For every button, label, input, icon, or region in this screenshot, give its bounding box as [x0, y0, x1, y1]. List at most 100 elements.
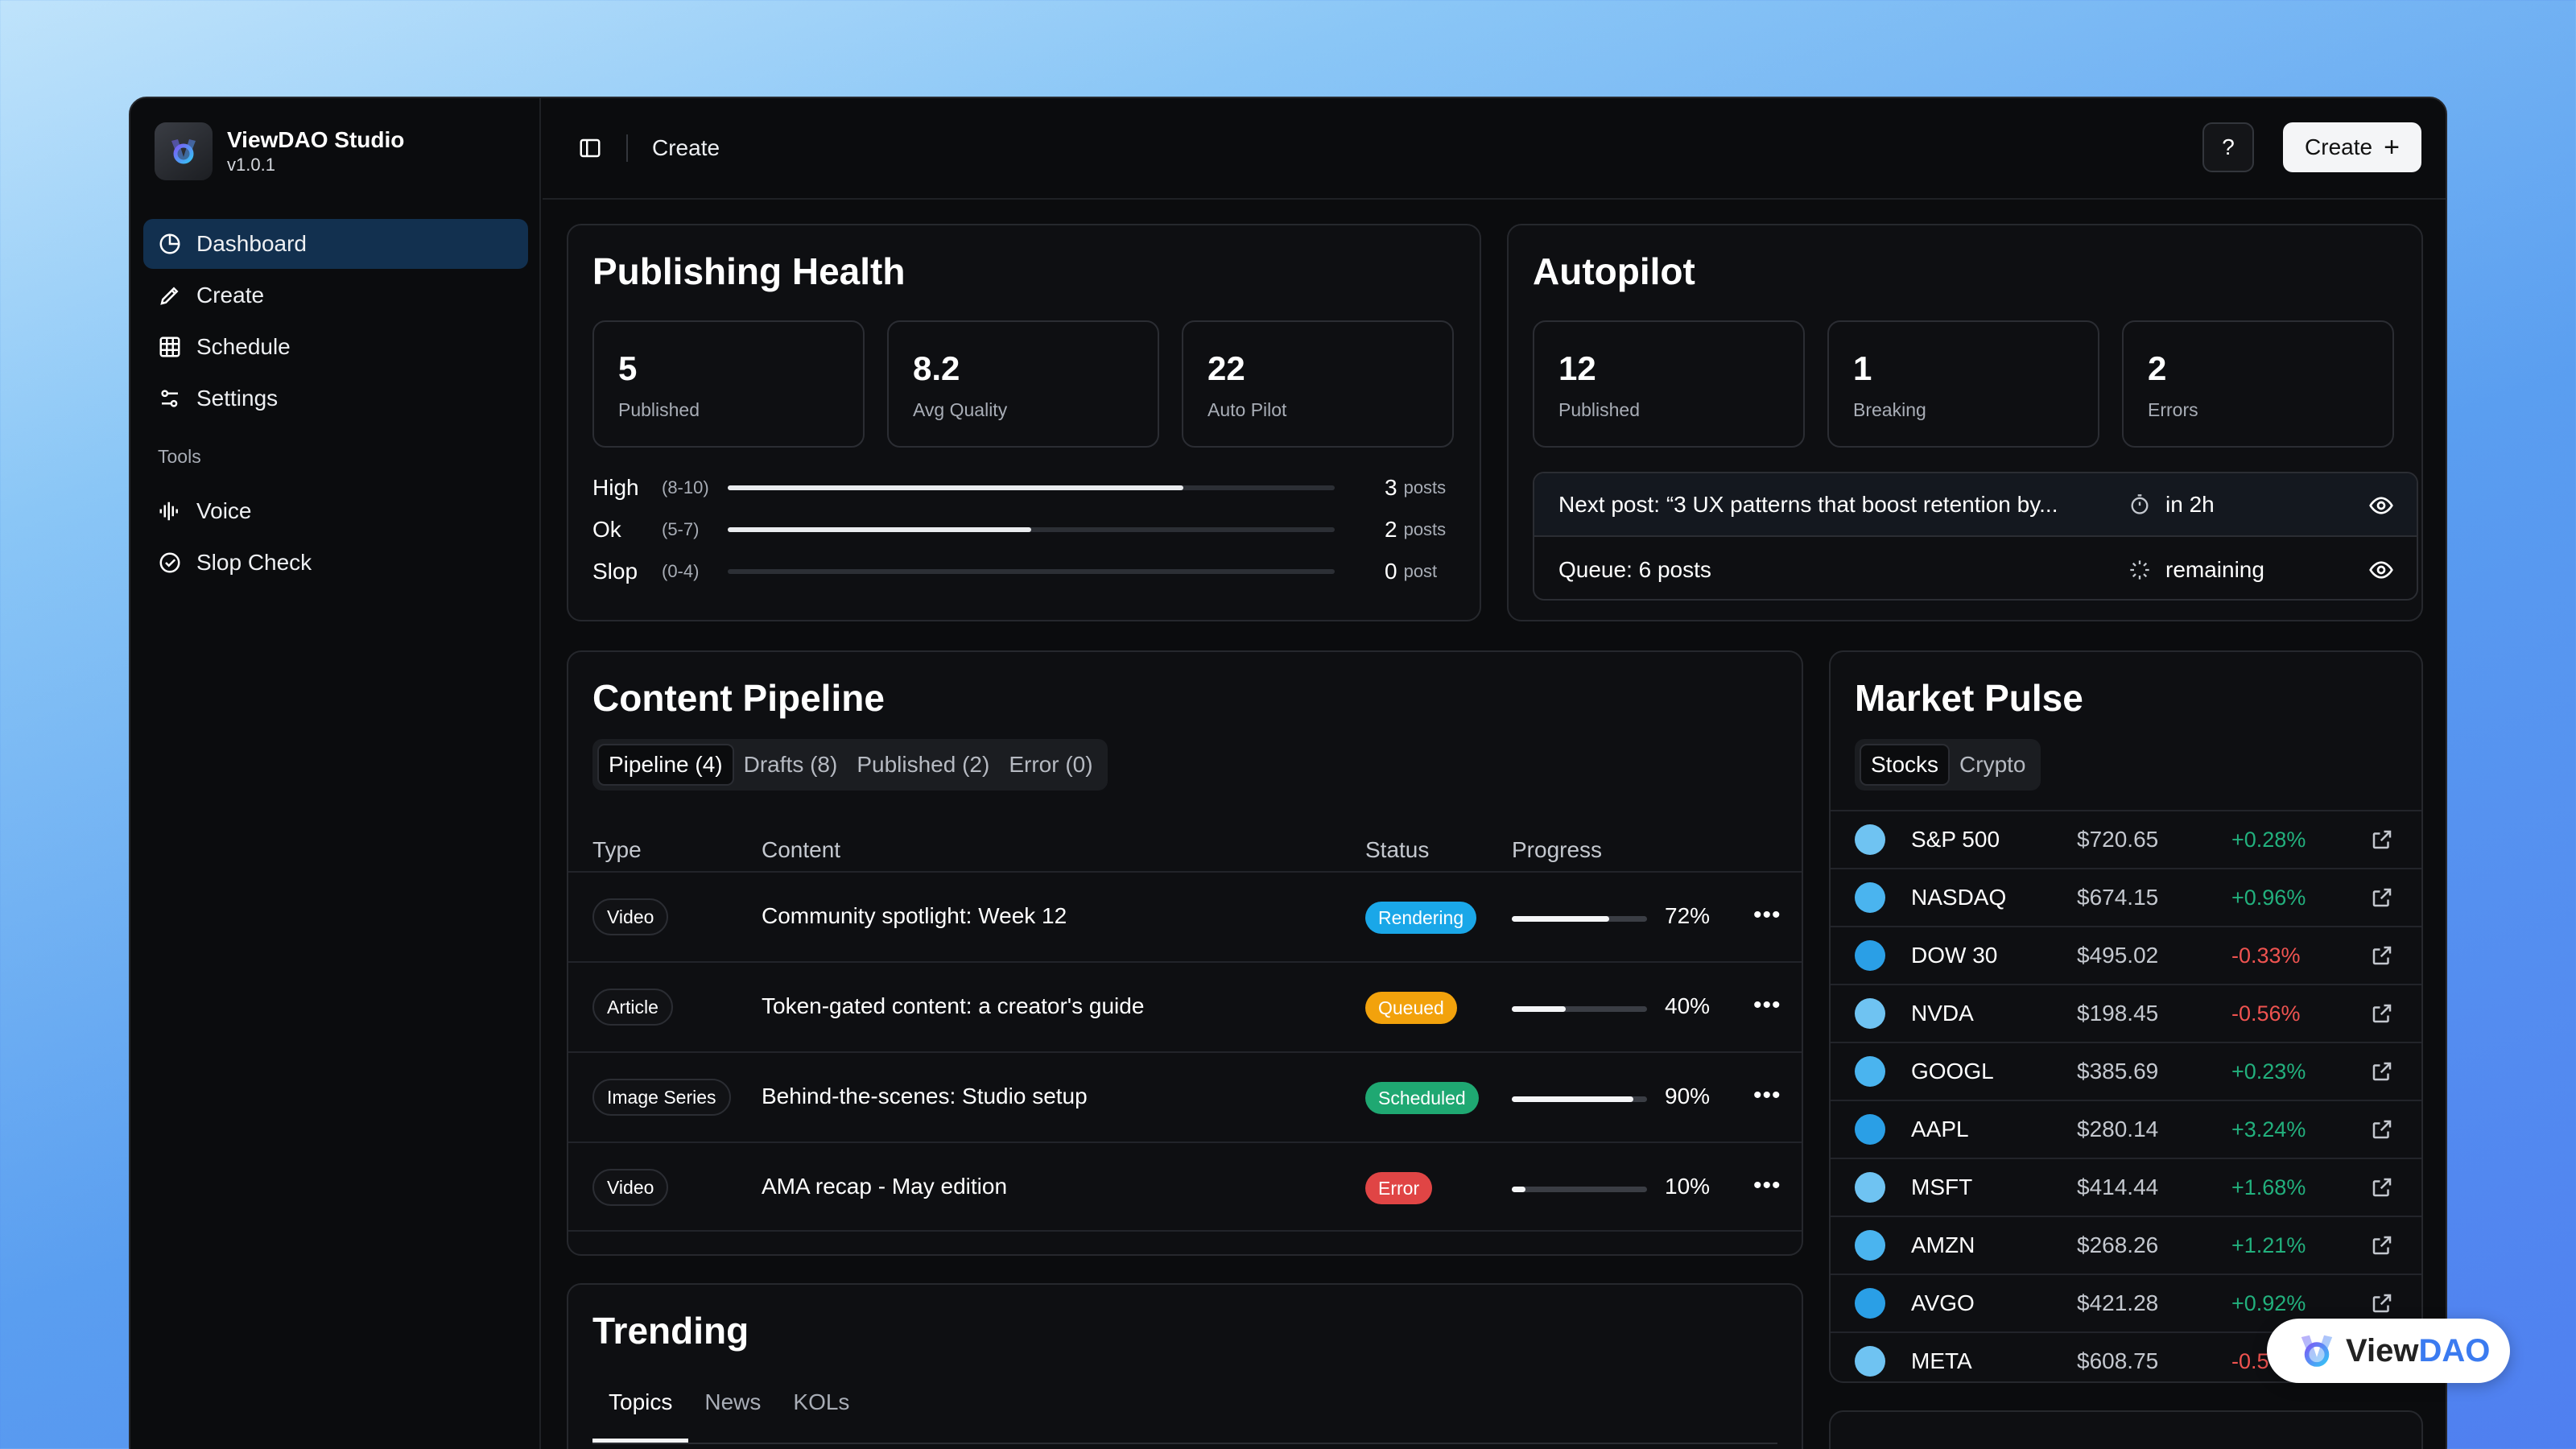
eye-icon[interactable]	[2368, 557, 2394, 583]
ticker-symbol: MSFT	[1911, 1174, 1973, 1199]
quality-row-slop: Slop (0-4) 0 post	[592, 554, 1455, 589]
divider	[592, 1443, 1777, 1444]
table-row[interactable]: Video Community spotlight: Week 12 Rende…	[568, 871, 1802, 961]
quality-count: 0	[1385, 559, 1397, 584]
stat-label: Avg Quality	[913, 399, 1008, 420]
ticker-symbol: NASDAQ	[1911, 885, 2007, 910]
tab-error[interactable]: Error (0)	[1009, 752, 1093, 777]
market-row[interactable]: DOW 30 $495.02 -0.33%	[1831, 926, 2421, 984]
progress-percent: 90%	[1665, 1084, 1711, 1108]
queue-status-text: remaining	[2165, 556, 2264, 582]
sidebar-item-create[interactable]: Create	[143, 270, 528, 320]
quality-count: 3	[1385, 475, 1397, 500]
more-options-icon[interactable]: •••	[1753, 1082, 1781, 1108]
more-options-icon[interactable]: •••	[1753, 902, 1781, 928]
sidebar-item-slop-check[interactable]: Slop Check	[143, 538, 528, 588]
audio-wave-icon	[159, 502, 178, 521]
column-header-progress[interactable]: Progress	[1512, 837, 1603, 862]
next-post-row[interactable]: Next post: “3 UX patterns that boost ret…	[1534, 473, 2417, 537]
row-content: Token-gated content: a creator's guide	[762, 993, 1145, 1018]
next-post-text: Next post: “3 UX patterns that boost ret…	[1558, 491, 2058, 517]
ticker-change: -0.56%	[2231, 1001, 2301, 1026]
tab-kols[interactable]: KOLs	[793, 1389, 850, 1414]
market-row[interactable]: S&P 500 $720.65 +0.28%	[1831, 810, 2421, 868]
row-content: Community spotlight: Week 12	[762, 903, 1067, 928]
next-post-time: in 2h	[2128, 492, 2215, 518]
sidebar-item-schedule[interactable]: Schedule	[143, 322, 528, 372]
stat-breaking: 1 Breaking	[1827, 320, 2099, 448]
card-title: Market Pulse	[1855, 677, 2083, 719]
table-row[interactable]: Article Token-gated content: a creator's…	[568, 961, 1802, 1051]
ticker-price: $414.44	[2077, 1174, 2159, 1199]
create-button-label: Create	[2305, 134, 2373, 159]
quality-name: Ok	[592, 517, 621, 542]
external-link-icon[interactable]	[2370, 1059, 2394, 1084]
more-options-icon[interactable]: •••	[1753, 1172, 1781, 1199]
tab-topics[interactable]: Topics	[592, 1389, 689, 1443]
progress-bar-fill	[1512, 1187, 1525, 1192]
watermark-text-dao: DAO	[2418, 1332, 2491, 1368]
progress-bar	[1512, 1006, 1647, 1012]
market-row[interactable]: AMZN $268.26 +1.21%	[1831, 1216, 2421, 1274]
progress-bar	[1512, 916, 1647, 922]
market-row[interactable]: AVGO $421.28 +0.92%	[1831, 1274, 2421, 1331]
table-row[interactable]: Image Series Behind-the-scenes: Studio s…	[568, 1051, 1802, 1141]
market-row[interactable]: NVDA $198.45 -0.56%	[1831, 984, 2421, 1042]
divider	[626, 134, 628, 162]
tab-pipeline[interactable]: Pipeline (4)	[597, 744, 734, 786]
sidebar-item-settings[interactable]: Settings	[143, 374, 528, 423]
ticker-change: -0.5	[2231, 1348, 2269, 1373]
table-row[interactable]: Video AMA recap - May edition Error 10% …	[568, 1141, 1802, 1232]
tab-news[interactable]: News	[704, 1389, 762, 1414]
external-link-icon[interactable]	[2370, 828, 2394, 852]
sidebar-item-label: Settings	[196, 386, 279, 411]
next-post-eta: in 2h	[2165, 491, 2215, 517]
pipeline-tabs: Pipeline (4) Drafts (8) Published (2) Er…	[592, 739, 1108, 791]
more-options-icon[interactable]: •••	[1753, 992, 1781, 1018]
external-link-icon[interactable]	[2370, 1175, 2394, 1199]
external-link-icon[interactable]	[2370, 1117, 2394, 1141]
external-link-icon[interactable]	[2370, 1001, 2394, 1026]
market-row[interactable]: GOOGL $385.69 +0.23%	[1831, 1042, 2421, 1100]
card-title: Autopilot	[1533, 250, 1695, 292]
ticker-price: $268.26	[2077, 1232, 2159, 1257]
tab-published[interactable]: Published (2)	[857, 752, 990, 777]
stat-label: Breaking	[1853, 399, 1926, 420]
ticker-symbol: AAPL	[1911, 1117, 1969, 1141]
eye-icon[interactable]	[2368, 493, 2394, 518]
market-row[interactable]: MSFT $414.44 +1.68%	[1831, 1158, 2421, 1216]
external-link-icon[interactable]	[2370, 1291, 2394, 1315]
help-button[interactable]: ?	[2202, 122, 2254, 172]
progress-bar	[1512, 1187, 1647, 1192]
ticker-price: $280.14	[2077, 1117, 2159, 1141]
external-link-icon[interactable]	[2370, 886, 2394, 910]
tab-crypto[interactable]: Crypto	[1959, 752, 2026, 777]
market-row[interactable]: NASDAQ $674.15 +0.96%	[1831, 868, 2421, 926]
card-title: Content Pipeline	[592, 677, 885, 719]
ticker-change: +0.96%	[2231, 885, 2306, 910]
stat-published: 5 Published	[592, 320, 865, 448]
sidebar-item-voice[interactable]: Voice	[143, 486, 528, 536]
queue-status: remaining	[2128, 557, 2264, 583]
ticker-symbol: GOOGL	[1911, 1059, 1994, 1084]
queue-row[interactable]: Queue: 6 posts remaining	[1534, 538, 2417, 599]
ticker-price: $198.45	[2077, 1001, 2159, 1026]
tab-stocks[interactable]: Stocks	[1860, 744, 1951, 786]
column-header-status[interactable]: Status	[1365, 837, 1430, 862]
sidebar-toggle-button[interactable]	[578, 136, 602, 160]
market-row[interactable]: AAPL $280.14 +3.24%	[1831, 1100, 2421, 1158]
loader-icon	[2130, 559, 2149, 580]
external-link-icon[interactable]	[2370, 1233, 2394, 1257]
autopilot-queue-box: Next post: “3 UX patterns that boost ret…	[1533, 472, 2418, 601]
column-header-content[interactable]: Content	[762, 837, 841, 862]
create-button[interactable]: Create +	[2283, 122, 2421, 172]
ticker-logo-icon	[1855, 1230, 1885, 1261]
breadcrumb[interactable]: Create	[652, 135, 720, 160]
column-header-type[interactable]: Type	[592, 837, 642, 862]
external-link-icon[interactable]	[2370, 943, 2394, 968]
brand[interactable]: ViewDAO Studio v1.0.1	[155, 122, 404, 180]
ticker-price: $495.02	[2077, 943, 2159, 968]
sidebar-item-dashboard[interactable]: Dashboard	[143, 219, 528, 269]
tab-drafts[interactable]: Drafts (8)	[743, 752, 838, 777]
market-row[interactable]: META $608.75 -0.5	[1831, 1331, 2421, 1389]
